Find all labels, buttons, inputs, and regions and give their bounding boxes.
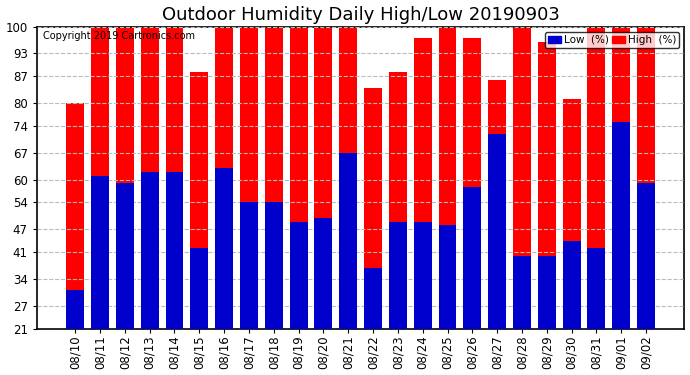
Bar: [364, 267, 382, 329]
Bar: [339, 27, 357, 329]
Bar: [562, 241, 580, 329]
Bar: [489, 134, 506, 329]
Legend: Low  (%), High  (%): Low (%), High (%): [545, 32, 679, 48]
Bar: [587, 248, 605, 329]
Bar: [464, 38, 481, 329]
Bar: [562, 99, 580, 329]
Bar: [364, 88, 382, 329]
Bar: [389, 222, 407, 329]
Bar: [141, 27, 159, 329]
Bar: [215, 27, 233, 329]
Bar: [116, 27, 134, 329]
Bar: [91, 27, 109, 329]
Bar: [637, 183, 655, 329]
Bar: [612, 122, 630, 329]
Bar: [439, 225, 457, 329]
Bar: [439, 27, 457, 329]
Bar: [513, 256, 531, 329]
Bar: [637, 27, 655, 329]
Bar: [612, 27, 630, 329]
Bar: [91, 176, 109, 329]
Bar: [66, 291, 84, 329]
Bar: [315, 27, 333, 329]
Bar: [587, 27, 605, 329]
Bar: [190, 248, 208, 329]
Bar: [538, 42, 555, 329]
Bar: [265, 202, 283, 329]
Bar: [290, 27, 308, 329]
Bar: [339, 153, 357, 329]
Bar: [538, 256, 555, 329]
Bar: [414, 38, 432, 329]
Bar: [66, 103, 84, 329]
Bar: [190, 72, 208, 329]
Bar: [240, 27, 258, 329]
Bar: [116, 183, 134, 329]
Bar: [166, 27, 184, 329]
Title: Outdoor Humidity Daily High/Low 20190903: Outdoor Humidity Daily High/Low 20190903: [161, 6, 560, 24]
Bar: [240, 202, 258, 329]
Bar: [414, 222, 432, 329]
Text: Copyright 2019 Cartronics.com: Copyright 2019 Cartronics.com: [43, 31, 195, 41]
Bar: [215, 168, 233, 329]
Bar: [290, 222, 308, 329]
Bar: [489, 80, 506, 329]
Bar: [315, 218, 333, 329]
Bar: [166, 172, 184, 329]
Bar: [141, 172, 159, 329]
Bar: [513, 27, 531, 329]
Bar: [389, 72, 407, 329]
Bar: [464, 187, 481, 329]
Bar: [265, 27, 283, 329]
